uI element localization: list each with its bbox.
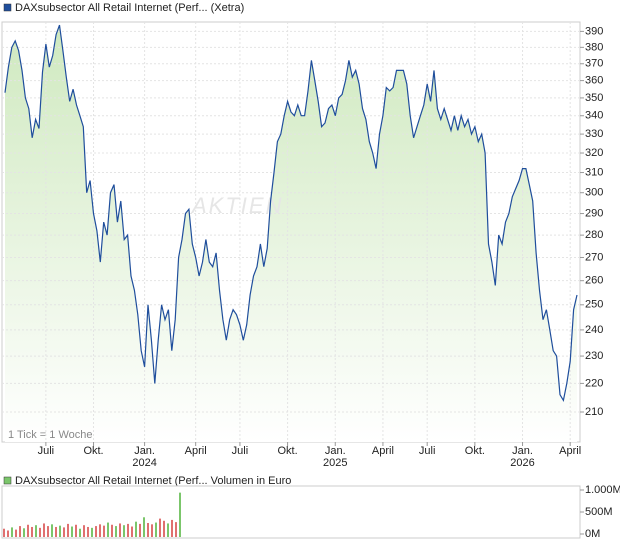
legend-label: DAXsubsector All Retail Internet (Perf..… bbox=[15, 2, 244, 14]
year-label: 2025 bbox=[323, 457, 347, 469]
y-tick-label: 290 bbox=[585, 207, 603, 219]
y-tick-label: 1.000M bbox=[585, 484, 620, 496]
x-tick-label: Okt. bbox=[465, 445, 485, 457]
y-tick-label: 310 bbox=[585, 166, 603, 178]
volume-bar bbox=[7, 530, 9, 537]
volume-bar bbox=[163, 520, 165, 537]
y-tick-label: 300 bbox=[585, 187, 603, 199]
volume-bar bbox=[135, 521, 137, 537]
volume-bar bbox=[59, 525, 61, 537]
volume-bar bbox=[167, 523, 169, 537]
y-tick-label: 330 bbox=[585, 128, 603, 140]
y-tick-label: 210 bbox=[585, 406, 603, 418]
volume-bar bbox=[147, 523, 149, 537]
x-tick-label: Okt. bbox=[83, 445, 103, 457]
year-label: 2024 bbox=[132, 457, 156, 469]
volume-bar bbox=[99, 524, 101, 537]
volume-bar bbox=[179, 492, 181, 537]
x-tick-label: Jan. bbox=[134, 445, 155, 457]
volume-bar bbox=[43, 523, 45, 537]
y-tick-label: 0M bbox=[585, 528, 600, 540]
x-tick-label: April bbox=[372, 445, 394, 457]
volume-bar bbox=[67, 523, 69, 537]
y-tick-label: 280 bbox=[585, 229, 603, 241]
y-tick-label: 230 bbox=[585, 350, 603, 362]
volume-bar bbox=[115, 526, 117, 537]
x-tick-label: Juli bbox=[419, 445, 436, 457]
volume-bar bbox=[103, 525, 105, 537]
area-fill bbox=[5, 25, 577, 442]
volume-bar bbox=[111, 524, 113, 537]
y-tick-label: 260 bbox=[585, 275, 603, 287]
volume-bar bbox=[119, 523, 121, 537]
x-tick-label: Juli bbox=[38, 445, 55, 457]
volume-bar bbox=[155, 522, 157, 537]
volume-bar bbox=[51, 524, 53, 537]
volume-bar bbox=[71, 526, 73, 537]
volume-bar bbox=[23, 528, 25, 537]
y-tick-label: 250 bbox=[585, 299, 603, 311]
y-tick-label: 390 bbox=[585, 25, 603, 37]
volume-bar bbox=[159, 518, 161, 537]
volume-bar bbox=[31, 526, 33, 537]
x-tick-label: April bbox=[185, 445, 207, 457]
volume-bar bbox=[95, 526, 97, 537]
y-tick-label: 270 bbox=[585, 251, 603, 263]
x-tick-label: Jan. bbox=[325, 445, 346, 457]
volume-bar bbox=[75, 524, 77, 537]
x-tick-label: Jan. bbox=[512, 445, 533, 457]
x-tick-label: Okt. bbox=[278, 445, 298, 457]
volume-bar bbox=[55, 526, 57, 537]
volume-bar bbox=[143, 517, 145, 537]
tick-note: 1 Tick = 1 Woche bbox=[8, 429, 92, 441]
volume-bar bbox=[131, 526, 133, 537]
volume-bar bbox=[123, 525, 125, 537]
volume-bar bbox=[3, 528, 5, 537]
legend-label: DAXsubsector All Retail Internet (Perf..… bbox=[15, 475, 291, 487]
y-tick-label: 240 bbox=[585, 324, 603, 336]
volume-bar bbox=[83, 525, 85, 537]
volume-bar bbox=[11, 527, 13, 537]
volume-bar bbox=[79, 528, 81, 537]
volume-bar bbox=[91, 527, 93, 537]
y-tick-label: 500M bbox=[585, 506, 613, 518]
y-tick-label: 220 bbox=[585, 377, 603, 389]
volume-bar bbox=[19, 526, 21, 537]
volume-bar bbox=[15, 529, 17, 537]
legend-swatch bbox=[3, 3, 12, 12]
y-tick-label: 360 bbox=[585, 75, 603, 87]
volume-bar bbox=[139, 523, 141, 537]
volume-bar bbox=[39, 527, 41, 537]
volume-bar bbox=[47, 526, 49, 537]
volume-bar bbox=[63, 527, 65, 537]
price-line bbox=[4, 24, 578, 403]
y-tick-label: 350 bbox=[585, 92, 603, 104]
volume-bar bbox=[151, 524, 153, 537]
y-tick-label: 380 bbox=[585, 41, 603, 53]
year-label: 2026 bbox=[510, 457, 534, 469]
volume-bar bbox=[127, 523, 129, 537]
volume-bar bbox=[87, 526, 89, 537]
x-tick-label: Juli bbox=[232, 445, 249, 457]
y-tick-label: 370 bbox=[585, 58, 603, 70]
volume-bar bbox=[35, 525, 37, 537]
y-tick-label: 340 bbox=[585, 110, 603, 122]
y-tick-label: 320 bbox=[585, 147, 603, 159]
x-tick-label: April bbox=[559, 445, 581, 457]
volume-bar bbox=[171, 519, 173, 537]
legend-swatch bbox=[3, 476, 12, 485]
volume-bar bbox=[107, 522, 109, 537]
volume-bar bbox=[175, 522, 177, 537]
volume-bar bbox=[27, 524, 29, 537]
